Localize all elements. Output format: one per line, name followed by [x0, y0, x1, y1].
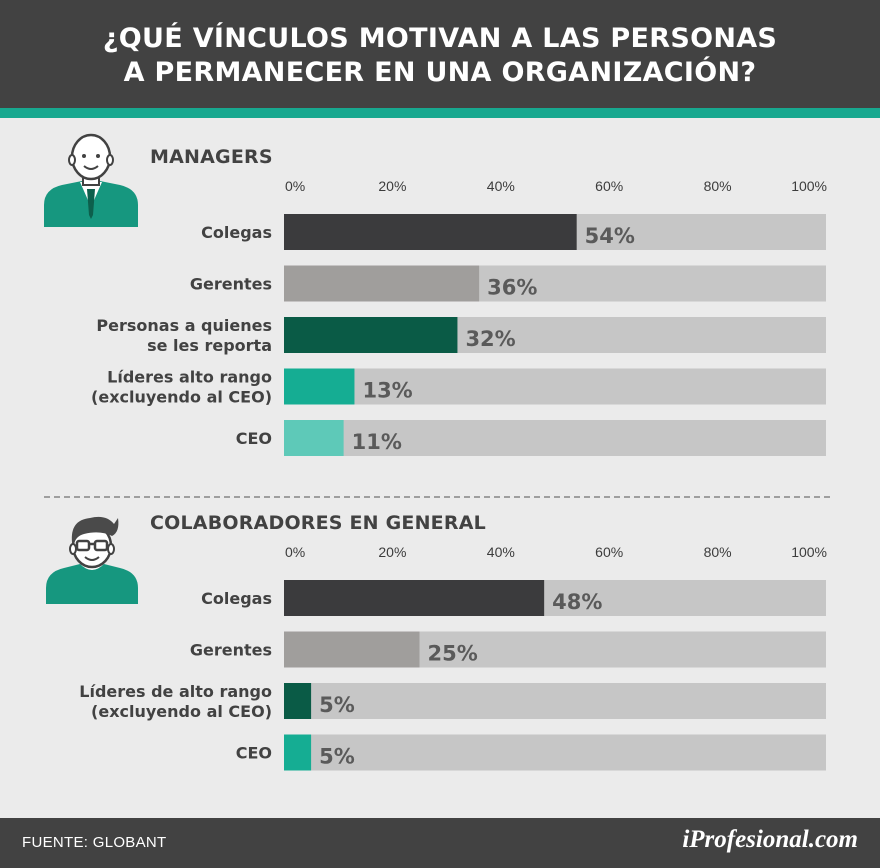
x-tick-label: 0% — [285, 178, 305, 194]
title-line-2: A PERMANECER EN UNA ORGANIZACIÓN? — [123, 57, 757, 88]
bar-value-label: 36% — [487, 276, 537, 300]
footer-bar: FUENTE: GLOBANT iProfesional.com — [0, 818, 880, 868]
bar-value-label: 5% — [319, 745, 355, 769]
category-label: Gerentes — [190, 275, 272, 294]
bar-track — [284, 420, 826, 456]
category-label: Colegas — [201, 589, 272, 608]
brand-logo: iProfesional.com — [682, 826, 858, 853]
x-tick-label: 40% — [487, 178, 515, 194]
bar-value-label: 25% — [428, 642, 478, 666]
bar — [284, 734, 312, 771]
bar-track — [284, 683, 826, 719]
x-tick-label: 40% — [487, 544, 515, 560]
bar-value-label: 11% — [352, 430, 402, 454]
category-label: Personas a quienes — [96, 316, 272, 335]
bar — [284, 420, 344, 456]
x-tick-label: 100% — [791, 544, 827, 560]
category-label: Gerentes — [190, 641, 272, 660]
x-tick-label: 20% — [378, 544, 406, 560]
header-bar — [0, 0, 880, 108]
category-label: CEO — [236, 429, 272, 448]
source-text: FUENTE: GLOBANT — [22, 834, 167, 851]
bar-value-label: 5% — [319, 693, 355, 717]
category-label: Líderes de alto rango — [79, 682, 272, 701]
accent-stripe — [0, 108, 880, 118]
x-tick-label: 80% — [704, 544, 732, 560]
bar-track — [284, 734, 826, 771]
category-label: Líderes alto rango — [107, 368, 272, 387]
managers-section-title: MANAGERS — [150, 146, 273, 168]
manager-avatar-icon — [44, 133, 138, 227]
category-label: se les reporta — [147, 336, 272, 355]
bar-value-label: 48% — [552, 590, 602, 614]
bar — [284, 214, 577, 250]
x-tick-label: 100% — [791, 178, 827, 194]
x-tick-label: 60% — [595, 178, 623, 194]
collaborators-bar-chart: 0% 20% 40% 60% 80% 100% 48% Colegas 25% Gerentes 5… — [79, 544, 827, 771]
bar — [284, 317, 458, 353]
collaborator-avatar-icon — [46, 516, 138, 604]
bar — [284, 631, 420, 668]
category-label: Colegas — [201, 223, 272, 242]
title-line-1: ¿QUÉ VÍNCULOS MOTIVAN A LAS PERSONAS — [102, 23, 778, 54]
bar-value-label: 32% — [465, 327, 515, 351]
x-tick-label: 60% — [595, 544, 623, 560]
collaborators-section-title: COLABORADORES EN GENERAL — [150, 512, 486, 534]
category-label: (excluyendo al CEO) — [91, 702, 272, 721]
bar — [284, 580, 545, 616]
bar-value-label: 13% — [362, 379, 412, 403]
category-label: (excluyendo al CEO) — [91, 388, 272, 407]
x-tick-label: 80% — [704, 178, 732, 194]
category-label: CEO — [236, 744, 272, 763]
page-title: ¿QUÉ VÍNCULOS MOTIVAN A LAS PERSONAS A P… — [0, 22, 880, 90]
bar — [284, 683, 312, 719]
managers-bar-chart: 0% 20% 40% 60% 80% 100% 54% Colegas 36% Gerentes 3… — [91, 178, 827, 456]
x-tick-label: 20% — [378, 178, 406, 194]
bar-track — [284, 368, 826, 405]
bar — [284, 265, 480, 302]
section-divider — [44, 496, 830, 498]
bar — [284, 368, 355, 405]
bar-value-label: 54% — [585, 224, 635, 248]
x-tick-label: 0% — [285, 544, 305, 560]
